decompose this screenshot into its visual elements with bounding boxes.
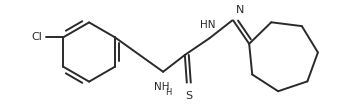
Text: HN: HN — [200, 20, 215, 30]
Text: Cl: Cl — [32, 32, 43, 42]
Text: NH: NH — [154, 82, 170, 92]
Text: S: S — [185, 91, 193, 100]
Text: H: H — [165, 88, 171, 97]
Text: N: N — [236, 5, 245, 16]
